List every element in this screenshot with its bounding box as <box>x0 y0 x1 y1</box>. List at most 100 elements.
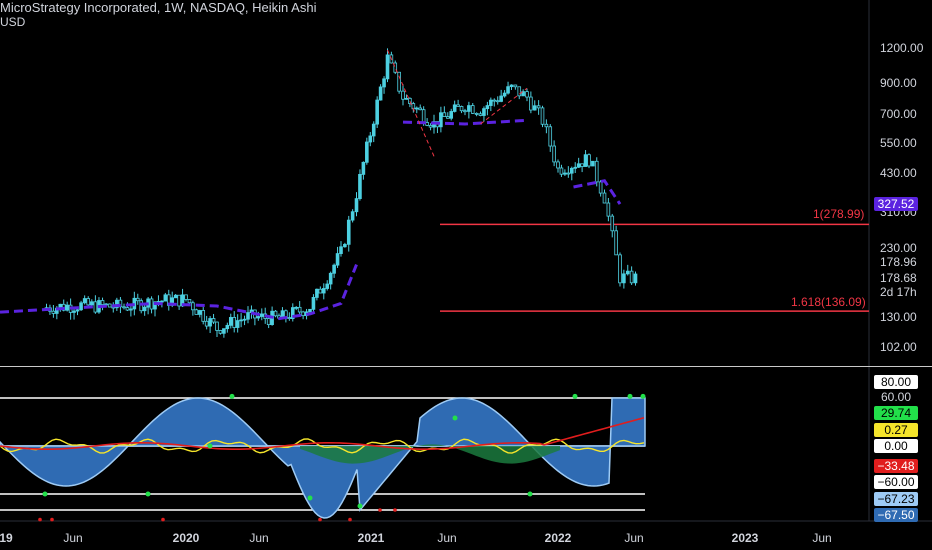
candle-body <box>591 160 595 167</box>
candle-body <box>51 310 56 314</box>
candle-body <box>566 172 571 175</box>
candle-body <box>358 174 362 199</box>
candle-body <box>378 86 383 101</box>
red-line <box>0 416 645 451</box>
signal-line <box>0 438 645 454</box>
candle-body <box>79 302 83 311</box>
candle-body <box>428 125 433 128</box>
candle-body <box>122 306 126 309</box>
candle-body <box>418 107 423 111</box>
candle-body <box>315 288 319 298</box>
candle-body <box>211 318 216 323</box>
indicator-badge: −67.50 <box>874 508 918 522</box>
candle-body <box>197 310 202 315</box>
momentum-area <box>300 444 560 464</box>
indicator-pane <box>0 393 646 522</box>
candle-body <box>318 288 323 294</box>
candle-body <box>339 246 343 254</box>
time-tick: Jun <box>437 531 457 545</box>
time-tick: 2022 <box>544 531 572 545</box>
candle-body <box>614 230 618 256</box>
red-dot <box>50 517 54 522</box>
candle-body <box>382 78 386 88</box>
candle-body <box>242 318 247 321</box>
price-tick: 550.00 <box>880 136 917 150</box>
price-tick: 700.00 <box>880 107 917 121</box>
moving-average-line <box>0 264 358 321</box>
price-tick: 102.00 <box>880 340 917 354</box>
candle-body <box>602 192 607 204</box>
candle-body <box>629 270 634 284</box>
candle-body <box>622 273 626 284</box>
wave-marker-line <box>480 87 528 125</box>
candle-body <box>232 317 237 328</box>
candle-body <box>215 321 219 331</box>
price-badge: 178.96 <box>880 255 917 269</box>
candle-body <box>82 298 87 304</box>
indicator-badge: −67.23 <box>874 492 918 506</box>
candle-body <box>525 91 529 98</box>
candle-body <box>256 316 261 319</box>
candle-body <box>343 243 347 248</box>
candle-body <box>328 272 333 285</box>
oscillator-area <box>0 397 646 519</box>
candle-body <box>509 84 514 88</box>
candle-body <box>421 109 426 123</box>
candle-body <box>517 86 522 97</box>
time-tick: 2023 <box>731 531 759 545</box>
candle-body <box>321 288 326 294</box>
green-dot <box>307 495 313 501</box>
indicator-tick: −60.00 <box>874 475 918 489</box>
candle-body <box>266 318 271 326</box>
countdown-label: 2d 17h <box>880 285 917 299</box>
candle-body <box>163 294 168 302</box>
candle-body <box>408 97 412 104</box>
candle-body <box>191 302 195 311</box>
candle-body <box>129 308 133 311</box>
candle-body <box>201 310 206 322</box>
candle-body <box>470 105 475 114</box>
candle-body <box>100 300 105 305</box>
candle-body <box>467 105 471 112</box>
candle-body <box>142 306 147 312</box>
green-dot <box>357 503 363 509</box>
candle-body <box>442 112 447 117</box>
candle-body <box>361 161 366 175</box>
candle-body <box>492 99 497 102</box>
candle-body <box>439 112 443 128</box>
pane-divider[interactable] <box>0 366 932 367</box>
candle-body <box>228 317 233 326</box>
fib-label: 1(278.99) <box>813 207 865 221</box>
candle-body <box>72 310 76 313</box>
candle-body <box>297 306 302 313</box>
candle-body <box>375 99 379 125</box>
candle-body <box>414 107 419 110</box>
time-tick: Jun <box>812 531 832 545</box>
candle-body <box>301 311 305 317</box>
candle-body <box>225 324 230 330</box>
candle-body <box>618 254 622 284</box>
candle-body <box>495 100 500 103</box>
candle-body <box>401 90 405 100</box>
candle-body <box>569 167 574 174</box>
candle-body <box>135 297 140 302</box>
candle-body <box>606 202 611 217</box>
candle-body <box>559 167 564 175</box>
price-pane <box>0 48 869 338</box>
candle-body <box>499 95 503 102</box>
candle-body <box>463 110 467 113</box>
indicator-tick: 0.00 <box>874 439 918 453</box>
candle-body <box>173 294 178 299</box>
candle-body <box>290 307 295 319</box>
candle-body <box>580 163 584 167</box>
candle-body <box>449 111 454 119</box>
time-tick: 19 <box>0 531 13 545</box>
candle-body <box>583 154 588 167</box>
candle-body <box>107 303 112 308</box>
candle-body <box>350 211 355 221</box>
candle-body <box>273 310 278 317</box>
candle-body <box>552 145 556 163</box>
candle-body <box>506 86 510 94</box>
candle-body <box>456 104 460 107</box>
